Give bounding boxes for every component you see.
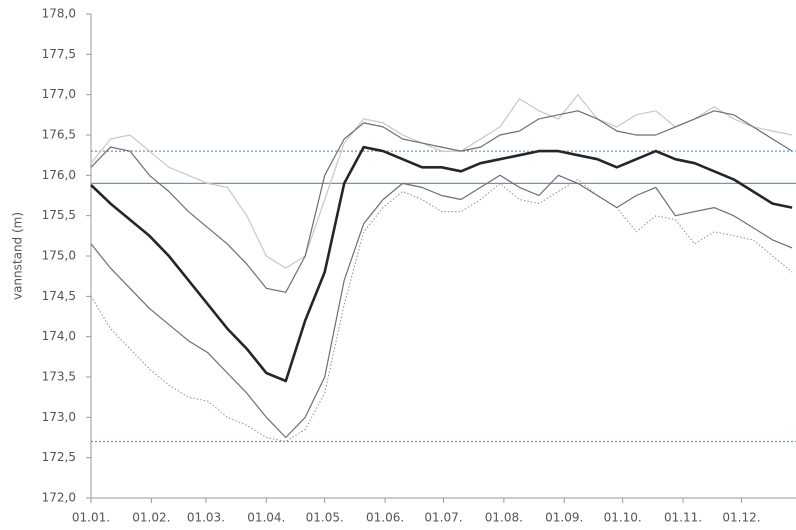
x-tick-label: 01.05.	[306, 511, 344, 525]
series-line	[90, 110, 793, 293]
x-tick-label: 01.07.	[424, 511, 462, 525]
y-tick-label: 177,0	[42, 87, 76, 101]
x-tick-label: 01.03.	[187, 511, 225, 525]
x-tick-label: 01.02.	[132, 511, 170, 525]
series-line	[90, 145, 793, 383]
x-tick-label: 01.09.	[545, 511, 583, 525]
y-tick-label: 172,0	[42, 491, 76, 505]
y-tick-label: 175,0	[42, 249, 76, 263]
x-tick-label: 01.11.	[664, 511, 702, 525]
x-tick-label: 01.10.	[604, 511, 642, 525]
y-tick-label: 176,0	[42, 168, 76, 182]
y-tick-label: 173,0	[42, 410, 76, 424]
y-tick-label: 173,5	[42, 370, 76, 384]
y-tick-label: 176,5	[42, 128, 76, 142]
x-tick-label: 01.01.	[72, 511, 110, 525]
x-tick-label: 01.08.	[485, 511, 523, 525]
y-tick-label: 174,5	[42, 289, 76, 303]
y-axis-label: vannstand (m)	[11, 212, 25, 300]
x-tick-label: 01.12.	[722, 511, 760, 525]
y-tick-label: 172,5	[42, 450, 76, 464]
y-tick-label: 174,0	[42, 329, 76, 343]
x-tick-label: 01.04.	[247, 511, 285, 525]
x-tick-label: 01.06.	[366, 511, 404, 525]
y-tick-label: 175,5	[42, 208, 76, 222]
series-line	[90, 174, 793, 439]
y-tick-label: 178,0	[42, 7, 76, 21]
series-line	[90, 178, 793, 442]
y-tick-label: 177,5	[42, 47, 76, 61]
series-line	[90, 94, 793, 269]
